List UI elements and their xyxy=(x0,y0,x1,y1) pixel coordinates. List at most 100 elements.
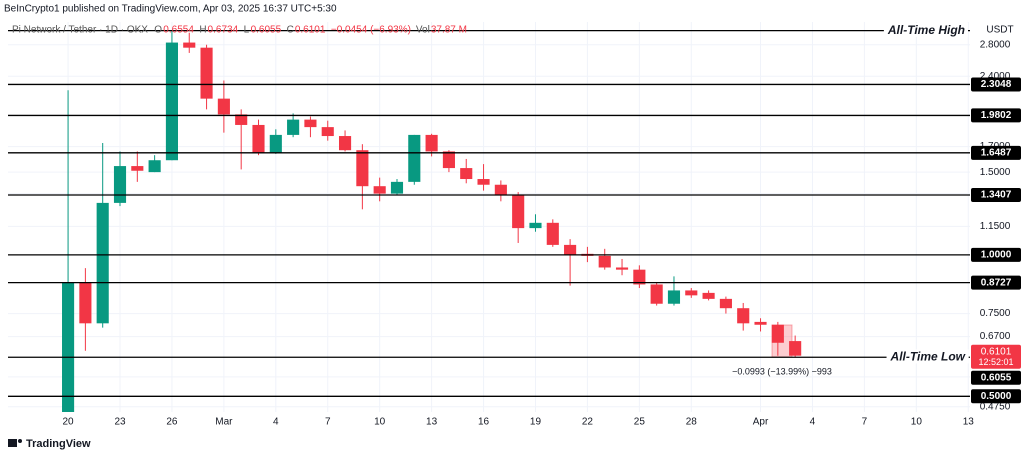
level-price: 2.3048 xyxy=(981,79,1012,90)
x-tick-label: 20 xyxy=(63,417,75,428)
ohlc-change: −0.0454 (−6.93%) xyxy=(331,25,411,36)
ohlc-value: 0.6554 xyxy=(163,25,194,36)
candle-body xyxy=(719,298,732,309)
level-price-box xyxy=(971,247,1021,262)
y-tick-label: 2.8000 xyxy=(980,39,1011,50)
candle-body xyxy=(373,186,386,194)
measure-box xyxy=(771,324,793,358)
level-price-box xyxy=(971,188,1021,203)
candle-body xyxy=(460,168,473,180)
x-tick-label: 4 xyxy=(273,417,279,428)
level-name-bg xyxy=(883,22,968,37)
y-tick-label: 0.4750 xyxy=(980,401,1011,412)
level-name: All-Time Low xyxy=(890,349,966,363)
x-tick-label: 4 xyxy=(810,417,816,428)
candle-body xyxy=(252,124,265,153)
x-tick-label: 16 xyxy=(478,417,490,428)
level-price: 1.3407 xyxy=(981,190,1012,201)
ohlc-value: 0.6734 xyxy=(208,25,239,36)
candle-body xyxy=(650,284,663,304)
candle-body xyxy=(62,282,75,412)
candle-body xyxy=(615,267,629,270)
levels: All-Time High All-Time Low xyxy=(8,22,970,397)
candle-body xyxy=(408,134,421,182)
x-tick-label: 13 xyxy=(426,417,438,428)
candle-body xyxy=(148,160,161,173)
price-axis: 2.80002.40001.70001.50001.35001.15000.75… xyxy=(971,39,1021,412)
countdown: 12:52:01 xyxy=(978,357,1013,367)
x-tick-label: Mar xyxy=(215,417,233,428)
candle-body xyxy=(200,47,213,99)
brand-logo xyxy=(8,439,17,447)
candle-body xyxy=(165,42,178,161)
level-price: 0.5000 xyxy=(981,391,1012,402)
x-tick-label: 22 xyxy=(582,417,594,428)
x-tick-label: 23 xyxy=(114,417,126,428)
candle-body xyxy=(269,134,282,153)
brand: TradingView xyxy=(8,438,91,450)
candle-body xyxy=(633,269,646,285)
y-tick-label: 1.5000 xyxy=(980,167,1011,178)
x-tick-label: 28 xyxy=(686,417,698,428)
candle-body xyxy=(79,282,92,324)
x-tick-label: 7 xyxy=(325,417,331,428)
candle-body xyxy=(235,114,248,125)
level-name-bg xyxy=(886,349,969,364)
candle-body xyxy=(183,42,196,48)
x-tick-label: Apr xyxy=(753,417,769,428)
candle-body xyxy=(529,222,542,229)
publisher: BeInCrypto1 published on TradingView.com… xyxy=(4,4,337,15)
candle-body xyxy=(338,136,352,151)
candle-body xyxy=(477,179,490,185)
candle-body xyxy=(131,166,144,171)
brand-name: TradingView xyxy=(26,438,91,450)
level-price: 0.8727 xyxy=(981,277,1012,288)
brand-logo xyxy=(18,439,22,443)
level-price: 1.0000 xyxy=(981,249,1012,260)
level-price-box xyxy=(971,108,1021,123)
candle-body xyxy=(789,341,802,356)
y-tick-label: 1.1500 xyxy=(980,221,1011,232)
volume-label: Vol xyxy=(416,25,430,36)
x-tick-label: 10 xyxy=(911,417,923,428)
x-tick-label: 25 xyxy=(634,417,646,428)
level-price-box xyxy=(971,389,1021,404)
y-tick-label: 0.7500 xyxy=(980,308,1011,319)
ohlc-letter: O xyxy=(154,25,162,36)
level-price-box xyxy=(971,145,1021,160)
level-price-box xyxy=(971,275,1021,290)
x-tick-label: 13 xyxy=(963,417,975,428)
ohlc-legend: O 0.6554 H 0.6734 L 0.6055 C 0.6101 −0.0454 (−6.… xyxy=(154,25,467,36)
candle-body xyxy=(667,290,681,304)
current-price: 0.6101 xyxy=(981,346,1012,357)
y-tick-label: 0.6700 xyxy=(980,331,1011,342)
candle-body xyxy=(304,119,317,128)
ohlc-value: 0.6055 xyxy=(251,25,282,36)
x-tick-label: 19 xyxy=(530,417,542,428)
candle-body xyxy=(598,255,611,268)
measure-label: −0.0993 (−13.99%) −993 xyxy=(732,366,832,376)
candle-body xyxy=(512,195,525,229)
level-price: 0.6055 xyxy=(981,372,1012,383)
candle-body xyxy=(96,202,109,324)
volume-value: 37.87 M xyxy=(431,25,467,36)
currency: USDT xyxy=(986,25,1013,36)
ohlc-letter: H xyxy=(199,25,206,36)
level-price: 1.9802 xyxy=(981,110,1012,121)
grid xyxy=(8,22,970,412)
x-tick-label: 26 xyxy=(166,417,178,428)
y-tick-label: 2.4000 xyxy=(980,71,1011,82)
level-price-box xyxy=(971,370,1021,385)
candle-body xyxy=(113,166,127,203)
level-price-box xyxy=(971,77,1021,92)
candles xyxy=(62,30,802,412)
price-box xyxy=(971,344,1021,369)
candle-body xyxy=(494,184,507,196)
level-price: 1.6487 xyxy=(981,147,1012,158)
candle-body xyxy=(321,127,334,137)
candle-body xyxy=(287,119,300,135)
candle-body xyxy=(217,98,230,115)
candle-body xyxy=(737,308,750,324)
